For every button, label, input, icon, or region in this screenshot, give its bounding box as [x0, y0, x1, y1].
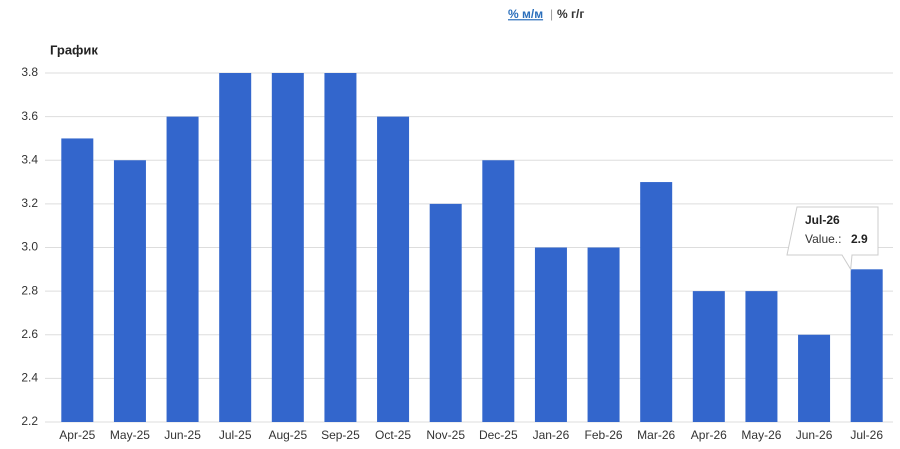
x-tick-label: Apr-26: [691, 428, 727, 442]
tooltip: Jul-26 Value.: 2.9: [786, 206, 879, 271]
x-tick-label: Jul-25: [219, 428, 252, 442]
x-tick-label: May-25: [110, 428, 150, 442]
bar: [113, 160, 146, 422]
x-tick-label: Dec-25: [479, 428, 518, 442]
bar: [692, 291, 725, 422]
bar: [534, 247, 567, 422]
x-tick-label: Mar-26: [637, 428, 675, 442]
bar: [377, 116, 410, 422]
x-tick-label: Oct-25: [375, 428, 411, 442]
x-tick-label: Nov-25: [426, 428, 465, 442]
x-tick-label: Apr-25: [59, 428, 95, 442]
bar: [745, 291, 778, 422]
bar: [640, 182, 673, 422]
x-tick-label: Jul-26: [850, 428, 883, 442]
y-tick-label: 2.6: [21, 327, 38, 341]
toggle-yy[interactable]: % г/г: [557, 7, 584, 21]
chart-title: График: [50, 42, 98, 57]
bar: [61, 138, 94, 422]
bar: [324, 73, 357, 422]
tooltip-box: [786, 206, 879, 271]
y-tick-label: 3.0: [21, 240, 38, 254]
x-tick-label: Jun-26: [796, 428, 833, 442]
bar: [482, 160, 515, 422]
y-tick-label: 3.2: [21, 196, 38, 210]
bar: [219, 73, 252, 422]
bar: [166, 116, 199, 422]
bar: [850, 269, 883, 422]
tooltip-label: Value.:: [805, 232, 841, 246]
y-tick-label: 3.4: [21, 152, 38, 166]
bar: [271, 73, 304, 422]
bar: [587, 247, 620, 422]
y-tick-label: 3.8: [21, 65, 38, 79]
toggle-separator: |: [550, 7, 553, 21]
bar: [798, 334, 831, 422]
y-tick-label: 3.6: [21, 109, 38, 123]
bar: [429, 203, 462, 422]
x-tick-label: Sep-25: [321, 428, 360, 442]
x-tick-label: Jun-25: [164, 428, 201, 442]
y-tick-label: 2.4: [21, 371, 38, 385]
x-tick-label: Feb-26: [585, 428, 623, 442]
x-tick-label: Jan-26: [533, 428, 570, 442]
y-tick-label: 2.2: [21, 414, 38, 428]
tooltip-value: 2.9: [851, 232, 868, 246]
y-tick-label: 2.8: [21, 283, 38, 297]
toggle-mm[interactable]: % м/м: [508, 7, 543, 21]
x-tick-label: May-26: [741, 428, 781, 442]
tooltip-title: Jul-26: [805, 213, 840, 227]
x-tick-label: Aug-25: [268, 428, 307, 442]
